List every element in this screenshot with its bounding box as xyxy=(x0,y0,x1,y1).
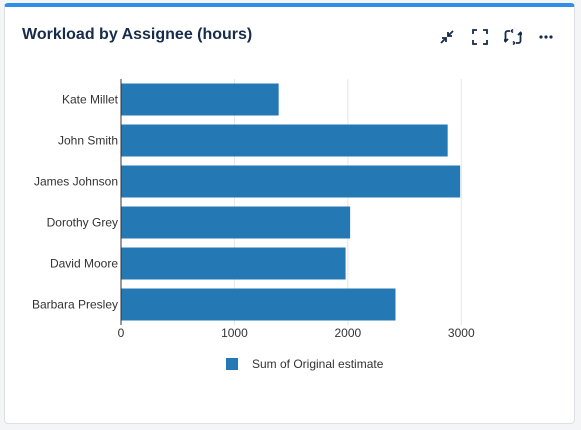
bar[interactable] xyxy=(121,165,461,198)
refresh-icon[interactable] xyxy=(503,27,523,47)
category-label: John Smith xyxy=(58,134,118,148)
legend-swatch[interactable] xyxy=(226,358,238,370)
category-label: David Moore xyxy=(50,257,118,271)
legend-label[interactable]: Sum of Original estimate xyxy=(252,357,384,371)
x-tick-label: 0 xyxy=(118,326,125,340)
collapse-icon[interactable] xyxy=(437,27,457,47)
bar[interactable] xyxy=(121,247,346,280)
bar[interactable] xyxy=(121,124,448,157)
fullscreen-icon[interactable] xyxy=(470,27,490,47)
widget-toolbar xyxy=(437,27,556,47)
widget-title: Workload by Assignee (hours) xyxy=(22,26,253,43)
more-icon[interactable] xyxy=(536,27,556,47)
bar[interactable] xyxy=(121,83,279,116)
category-label: Kate Millet xyxy=(62,93,119,107)
bar[interactable] xyxy=(121,206,351,239)
category-label: James Johnson xyxy=(34,175,118,189)
x-tick-label: 3000 xyxy=(448,326,475,340)
chart-legend: Sum of Original estimate xyxy=(226,357,383,371)
x-tick-label: 1000 xyxy=(221,326,248,340)
category-label: Dorothy Grey xyxy=(47,216,118,230)
category-label: Barbara Presley xyxy=(32,298,118,312)
bar[interactable] xyxy=(121,288,396,321)
x-tick-label: 2000 xyxy=(335,326,362,340)
